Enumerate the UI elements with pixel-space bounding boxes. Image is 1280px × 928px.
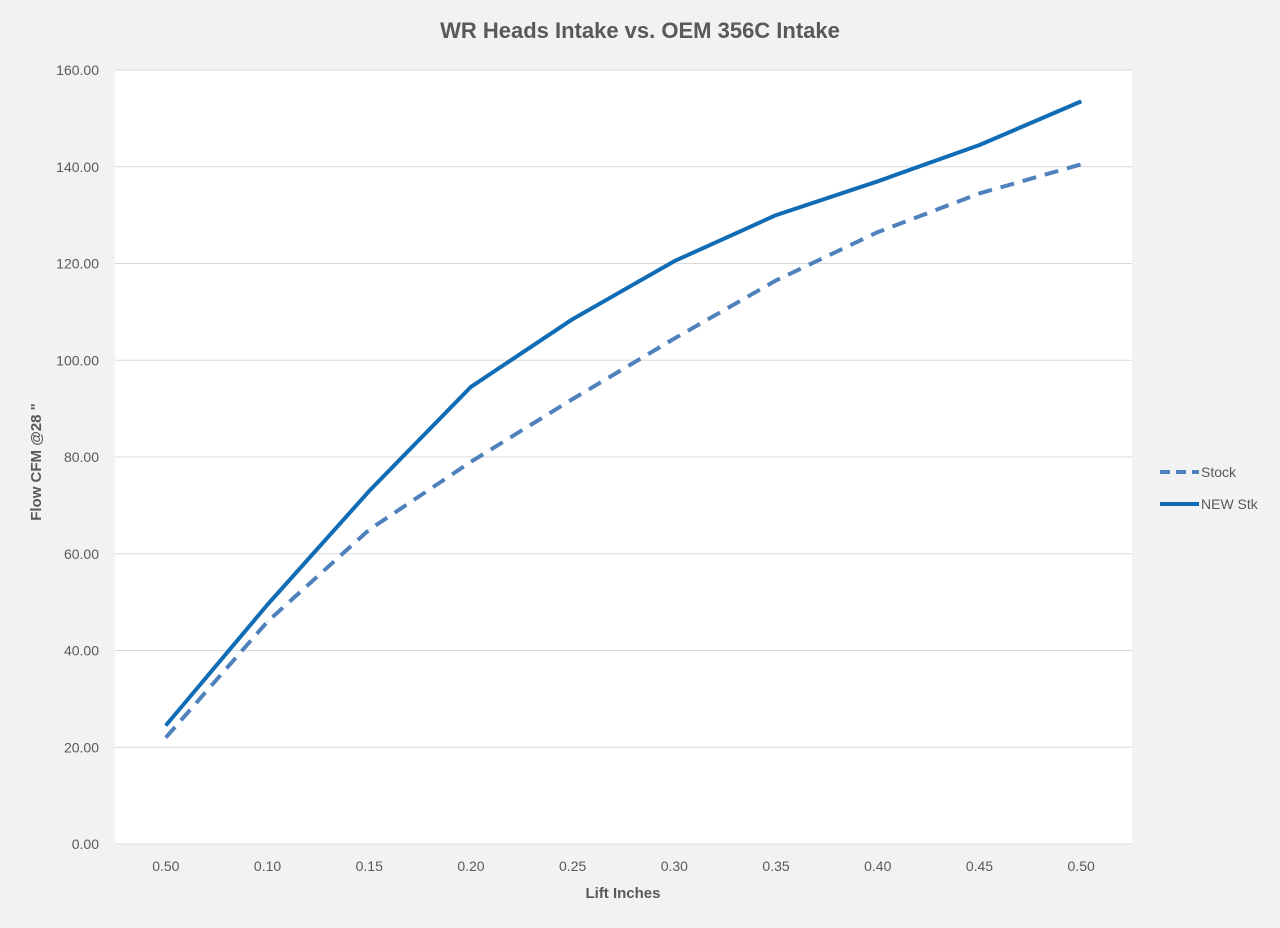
data-point: [572, 398, 574, 400]
y-tick-label: 140.00: [56, 159, 99, 175]
x-axis-title: Lift Inches: [585, 885, 660, 902]
data-point: [267, 604, 269, 606]
data-point: [978, 192, 980, 194]
y-tick-label: 120.00: [56, 256, 99, 272]
x-tick-label: 0.35: [762, 858, 789, 874]
y-tick-label: 80.00: [64, 449, 99, 465]
y-tick-label: 40.00: [64, 643, 99, 659]
legend-label-new-stk: NEW Stk: [1201, 496, 1259, 512]
data-point: [877, 231, 879, 233]
data-point: [470, 461, 472, 463]
x-tick-label: 0.30: [661, 858, 688, 874]
y-tick-label: 60.00: [64, 546, 99, 562]
x-tick-label: 0.15: [356, 858, 383, 874]
y-tick-label: 20.00: [64, 739, 99, 755]
gridlines: [115, 69, 1132, 845]
y-axis-title: Flow CFM @28 ": [28, 403, 45, 521]
legend: Stock NEW Stk: [1160, 464, 1259, 512]
data-point: [775, 214, 777, 216]
series-lines: [164, 99, 1082, 739]
data-point: [368, 490, 370, 492]
x-tick-label: 0.45: [966, 858, 993, 874]
data-point: [1080, 163, 1082, 165]
x-axis-ticks: 0.50 0.10 0.15 0.20 0.25 0.30 0.35 0.40 0.45 0.50: [152, 858, 1095, 874]
y-tick-label: 0.00: [72, 836, 99, 852]
data-point: [165, 737, 167, 739]
y-axis-ticks: 0.00 20.00 40.00 60.00 80.00 100.00 120.00 140.…: [56, 62, 99, 852]
x-tick-label: 0.20: [457, 858, 484, 874]
data-point: [775, 279, 777, 281]
data-point: [267, 620, 269, 622]
data-point: [978, 144, 980, 146]
data-point: [673, 337, 675, 339]
x-tick-label: 0.40: [864, 858, 891, 874]
x-tick-label: 0.10: [254, 858, 281, 874]
data-point: [673, 260, 675, 262]
data-point: [470, 386, 472, 388]
legend-label-stock: Stock: [1201, 464, 1237, 480]
data-point: [572, 318, 574, 320]
data-point: [1080, 100, 1082, 102]
y-tick-label: 160.00: [56, 62, 99, 78]
series-line-new-stk: [164, 99, 1082, 727]
data-point: [368, 529, 370, 531]
y-tick-label: 100.00: [56, 352, 99, 368]
data-point: [877, 180, 879, 182]
data-point: [165, 724, 167, 726]
x-tick-label: 0.50: [1068, 858, 1095, 874]
x-tick-label: 0.50: [152, 858, 179, 874]
x-tick-label: 0.25: [559, 858, 586, 874]
chart-title: WR Heads Intake vs. OEM 356C Intake: [440, 18, 840, 43]
